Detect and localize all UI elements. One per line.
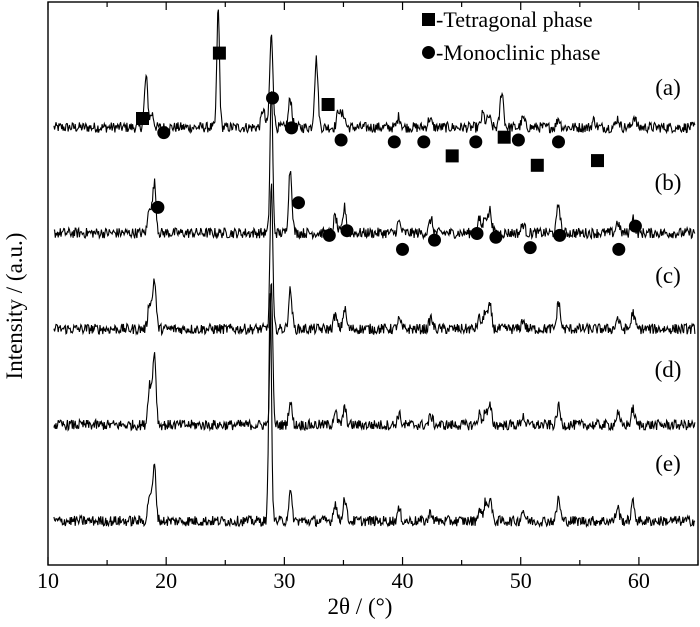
monoclinic-marker — [322, 228, 336, 242]
series-line-a — [53, 9, 696, 135]
legend: -Tetragonal phase -Monoclinic phase — [422, 7, 600, 65]
series-line-e — [53, 293, 696, 529]
series-line-c — [53, 183, 696, 337]
x-tick-label: 50 — [510, 568, 532, 593]
monoclinic-marker — [523, 241, 537, 255]
x-tick-label: 60 — [628, 568, 650, 593]
tetragonal-marker — [136, 112, 149, 125]
tetragonal-marker — [591, 154, 604, 168]
tetragonal-marker — [321, 98, 335, 111]
monoclinic-marker — [628, 219, 642, 233]
plot-lines — [53, 9, 696, 529]
monoclinic-marker — [334, 133, 348, 147]
monoclinic-marker — [266, 91, 279, 105]
curve-label-c: (c) — [655, 263, 681, 288]
monoclinic-marker — [489, 230, 503, 244]
curve-label-b: (b) — [655, 170, 682, 195]
y-axis-title: Intensity / (a.u.) — [2, 233, 27, 380]
legend-entry-label: -Tetragonal phase — [436, 7, 593, 32]
curve-label-d: (d) — [655, 357, 682, 382]
monoclinic-marker — [553, 228, 567, 242]
x-tick-label: 20 — [155, 568, 177, 593]
monoclinic-marker — [469, 135, 483, 149]
monoclinic-marker — [387, 135, 401, 149]
monoclinic-marker — [157, 126, 171, 140]
monoclinic-marker — [552, 135, 565, 149]
monoclinic-marker — [340, 224, 354, 238]
monoclinic-marker — [428, 233, 441, 247]
curve-labels: (a) (b) (c) (d) (e) — [655, 75, 682, 476]
tetragonal-marker — [445, 149, 459, 163]
tetragonal-marker — [212, 46, 226, 60]
plot-frame — [47, 1, 699, 566]
legend-square-icon — [422, 13, 435, 26]
monoclinic-marker — [292, 196, 305, 210]
series-line-b — [53, 91, 696, 241]
x-axis-title: 2θ / (°) — [328, 594, 393, 619]
tetragonal-marker — [497, 130, 511, 144]
monoclinic-marker — [511, 133, 525, 147]
curve-label-a: (a) — [655, 75, 681, 100]
tetragonal-marker — [530, 158, 544, 172]
x-tick-label: 40 — [392, 568, 414, 593]
curve-label-e: (e) — [655, 451, 681, 476]
series-line-d — [53, 282, 696, 432]
x-tick-label: 30 — [273, 568, 295, 593]
monoclinic-marker — [417, 135, 431, 149]
monoclinic-marker — [396, 242, 409, 256]
phase-markers — [136, 46, 642, 256]
monoclinic-marker — [470, 227, 484, 240]
monoclinic-marker — [612, 242, 626, 256]
monoclinic-marker — [151, 200, 165, 214]
legend-entry-label: -Monoclinic phase — [436, 40, 600, 65]
x-tick-label: 10 — [37, 568, 59, 593]
legend-circle-icon — [422, 46, 435, 59]
axes: 10 20 30 40 50 60 — [37, 1, 699, 593]
monoclinic-marker — [285, 121, 298, 135]
